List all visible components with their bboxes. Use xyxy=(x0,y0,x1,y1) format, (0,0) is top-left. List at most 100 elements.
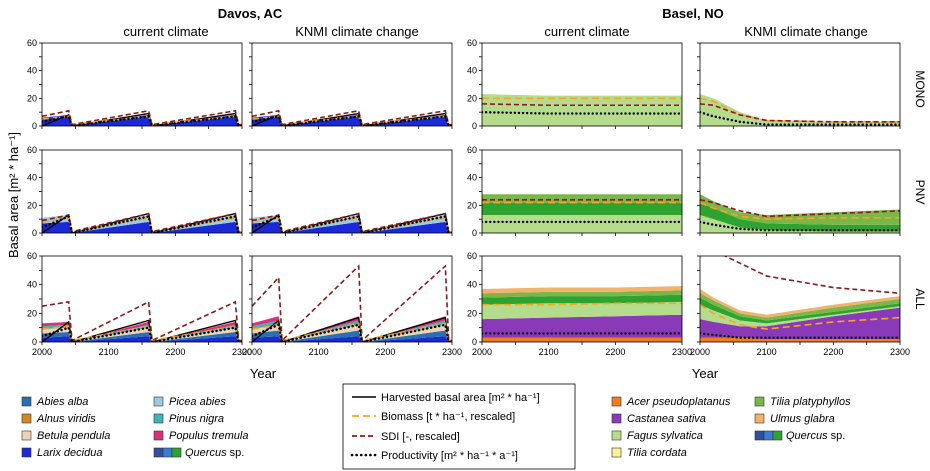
legend-swatch-alnus-viridis xyxy=(21,413,32,424)
plot-area xyxy=(482,194,682,233)
legend-swatch-populus-tremula xyxy=(153,430,164,441)
plot-area xyxy=(700,256,900,342)
line-productivity xyxy=(700,220,900,232)
legend-label-larix-decidua: Larix decidua xyxy=(37,447,102,459)
y-tick-label: 0 xyxy=(32,228,37,238)
y-axis-label: Basal area [m² * ha⁻¹] xyxy=(6,132,21,258)
area-fagus-sylvatica xyxy=(700,94,900,126)
legend-label-picea-abies: Picea abies xyxy=(169,396,226,408)
y-tick-label: 0 xyxy=(472,228,477,238)
area-fagus-sylvatica xyxy=(482,94,682,126)
line-productivity xyxy=(700,332,900,339)
plot-area xyxy=(252,212,452,233)
column-title-3: current climate xyxy=(544,24,629,39)
x-tick-label: 2100 xyxy=(309,347,329,357)
line-sdi xyxy=(723,256,900,295)
area-betula-pendula xyxy=(42,327,242,342)
y-tick-label: 40 xyxy=(467,66,477,76)
plot-area xyxy=(42,300,242,342)
panel-1-1: 0 20 40 60 xyxy=(27,38,243,131)
legend-swatch-castanea-sativa xyxy=(611,413,622,424)
y-tick-label: 40 xyxy=(27,280,37,290)
y-tick-label: 60 xyxy=(27,38,37,48)
legend-label-ulmus-glabra: Ulmus glabra xyxy=(770,413,835,425)
y-tick-label: 20 xyxy=(27,308,37,318)
legend-swatch-quercus xyxy=(171,447,182,458)
line-sdi xyxy=(700,103,900,123)
panel-1-4 xyxy=(697,42,901,129)
plot-area xyxy=(252,109,452,126)
panel-2-1: 0 20 40 60 xyxy=(27,145,243,238)
area-fagus-sylvatica xyxy=(482,301,682,320)
x-tick-label: 2000 xyxy=(690,347,710,357)
y-tick-label: 60 xyxy=(27,251,37,261)
legend-label-pinus-nigra: Pinus nigra xyxy=(169,413,224,425)
x-tick-label: 2200 xyxy=(165,347,185,357)
x-tick-label: 2000 xyxy=(242,347,262,357)
y-tick-label: 0 xyxy=(32,121,37,131)
panel-2-2 xyxy=(249,149,453,236)
line-sdi xyxy=(252,264,452,342)
panel-2-3: 0 20 40 60 xyxy=(467,145,683,238)
legend-label-castanea-sativa: Castanea sativa xyxy=(627,413,706,425)
panel-3-3: 0 20 40 60 2000 2100 2200 2300 xyxy=(467,251,692,357)
x-tick-label: 2000 xyxy=(472,347,492,357)
legend-swatch-pinus-nigra xyxy=(153,413,164,424)
line-productivity xyxy=(482,110,682,115)
legend-swatch-picea-abies xyxy=(153,396,164,407)
legend-swatch-fagus-sylvatica xyxy=(611,430,622,441)
area-tilia-platyphyllos xyxy=(700,194,900,225)
y-tick-label: 20 xyxy=(27,93,37,103)
x-tick-label: 2300 xyxy=(890,347,910,357)
x-tick-label: 2100 xyxy=(757,347,777,357)
plot-area xyxy=(42,109,242,126)
legend-suffix: sp. xyxy=(227,447,245,459)
area-larix-decidua xyxy=(42,221,242,233)
y-tick-label: 60 xyxy=(467,38,477,48)
legend-label-tilia-cordata: Tilia cordata xyxy=(627,447,687,459)
x-tick-label: 2300 xyxy=(672,347,692,357)
y-tick-label: 60 xyxy=(467,145,477,155)
area-quercus-sp- xyxy=(482,294,682,305)
area-castanea-sativa xyxy=(482,314,682,338)
line-sdi xyxy=(42,300,242,342)
line-productivity xyxy=(700,110,900,126)
legend-biomass-label: Biomass [t * ha⁻¹, rescaled] xyxy=(381,411,515,423)
plot-area xyxy=(42,212,242,233)
legend-swatch-larix-decidua xyxy=(21,447,32,458)
legend-swatch-quercus xyxy=(763,430,774,441)
area-tilia-platyphyllos xyxy=(482,194,682,203)
area-tilia-platyphyllos xyxy=(482,290,682,298)
line-productivity xyxy=(252,323,452,342)
y-tick-label: 0 xyxy=(32,337,37,347)
row-label-pnv: PNV xyxy=(913,180,927,205)
panel-3-4: 2000 2100 2200 2300 xyxy=(690,255,910,357)
x-tick-label: 2200 xyxy=(375,347,395,357)
legend-box xyxy=(342,383,576,470)
line-productivity xyxy=(42,114,242,126)
line-biomass xyxy=(42,216,242,233)
line-productivity xyxy=(42,326,242,342)
legend-sdi-label: SDI [-, rescaled] xyxy=(381,431,460,443)
x-axis-label-left: Year xyxy=(250,366,277,381)
area-larix-decidua xyxy=(252,336,452,342)
site-title-right: Basel, NO xyxy=(662,6,723,21)
legend-swatch-tilia-platyphyllos xyxy=(754,396,765,407)
area-acer-pseudoplatanus xyxy=(700,337,900,342)
legend-swatch-quercus xyxy=(162,447,173,458)
line-productivity xyxy=(42,214,242,233)
y-tick-label: 60 xyxy=(467,251,477,261)
area-larix-decidua xyxy=(252,221,452,233)
area-betula-pendula xyxy=(252,324,452,342)
legend-label-abies-alba: Abies alba xyxy=(36,396,88,408)
line-sdi xyxy=(700,199,900,218)
line-productivity xyxy=(252,214,452,233)
area-abies-alba xyxy=(252,330,452,342)
y-tick-label: 0 xyxy=(472,337,477,347)
x-tick-label: 2300 xyxy=(232,347,252,357)
site-title-left: Davos, AC xyxy=(218,6,283,21)
area-pinus-nigra xyxy=(42,324,242,342)
legend-suffix: sp. xyxy=(828,430,846,442)
column-title-2: KNMI climate change xyxy=(295,24,419,39)
